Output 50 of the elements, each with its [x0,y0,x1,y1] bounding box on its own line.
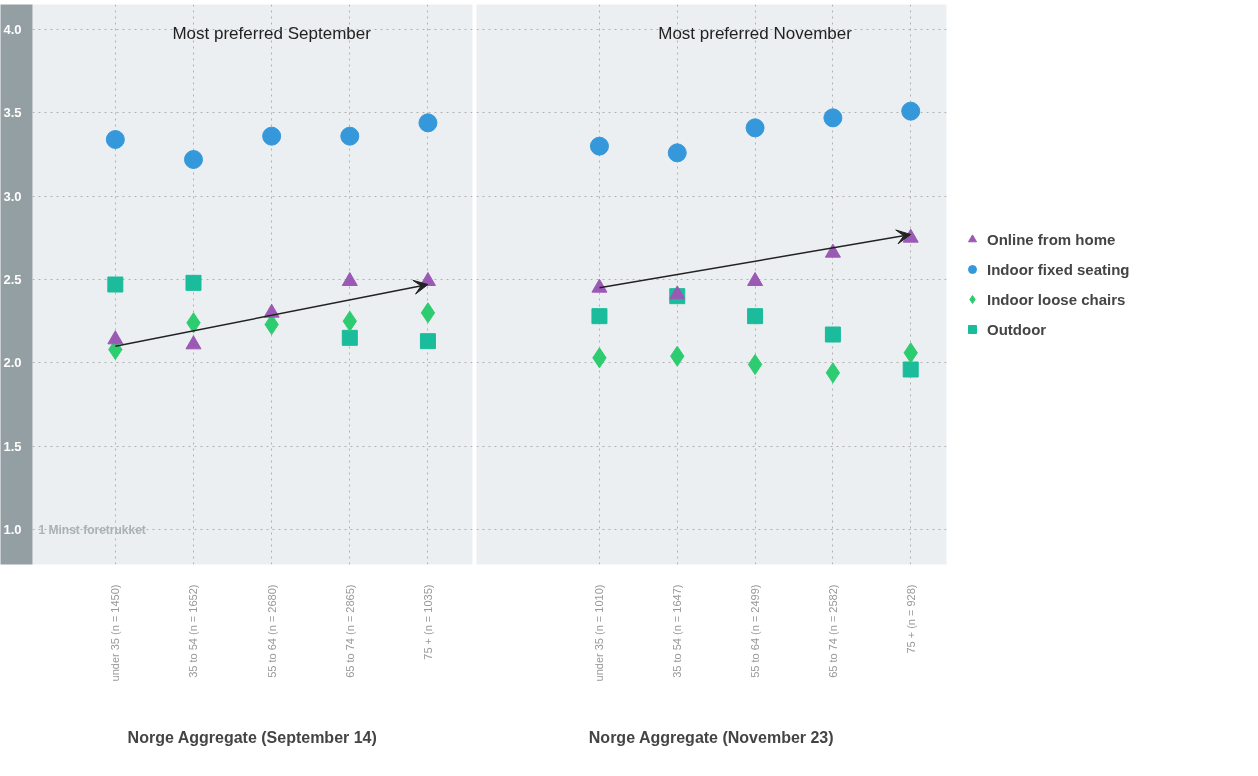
legend-label: Outdoor [987,320,1047,338]
x-tick-label: under 35 (n = 1010) [593,584,606,682]
point [591,308,608,325]
y-tick-label: 2.5 [3,272,22,287]
x-axis-title: Norge Aggregate (September 14) [127,729,377,747]
x-tick-label: 65 to 74 (n = 2865) [343,584,356,678]
x-tick-label: 35 to 54 (n = 1652) [187,584,200,678]
y-tick-label: 4.0 [3,22,22,37]
x-tick-label: 55 to 64 (n = 2499) [749,584,762,678]
legend-label: Indoor loose chairs [987,290,1126,308]
x-tick-label: 75 + (n = 1035) [421,584,434,660]
point [185,274,202,291]
point [340,126,360,146]
x-tick-label: under 35 (n = 1450) [109,584,122,682]
point [185,335,202,350]
point [262,126,282,146]
y-tick-label: 2.0 [3,355,22,371]
text: Most preferred November [658,23,853,43]
legend-label: Online from home [987,230,1116,248]
point [823,108,843,128]
point [745,118,765,138]
y-tick-label: 3.0 [3,188,22,204]
point [420,302,436,324]
point [824,326,841,343]
point [902,361,919,378]
annotation: 1 Minst foretrukket [38,522,146,537]
point [747,354,763,375]
y-tick-label: 1.0 [3,522,22,537]
x-tick-label: 35 to 54 (n = 1647) [671,584,684,678]
text: Most preferred September [172,23,372,43]
point [183,150,203,169]
point [107,330,124,345]
point [589,136,609,156]
point [419,333,436,350]
x-tick-label: 65 to 74 (n = 2582) [826,584,839,678]
point [747,308,764,325]
x-axis-title: Norge Aggregate (November 23) [588,729,834,747]
y-tick-label: 1.5 [3,438,22,454]
point [105,130,125,149]
point [667,143,687,163]
x-tick-label: 75 + (n = 928) [904,584,917,654]
x-tick-label: 55 to 64 (n = 2680) [265,584,278,678]
legend-label: Indoor fixed seating [987,260,1130,278]
point [901,101,921,121]
point [825,362,841,384]
point [107,276,124,293]
point [418,113,438,133]
y-tick-label: 3.5 [3,105,22,121]
point [341,272,358,286]
point [341,329,358,346]
